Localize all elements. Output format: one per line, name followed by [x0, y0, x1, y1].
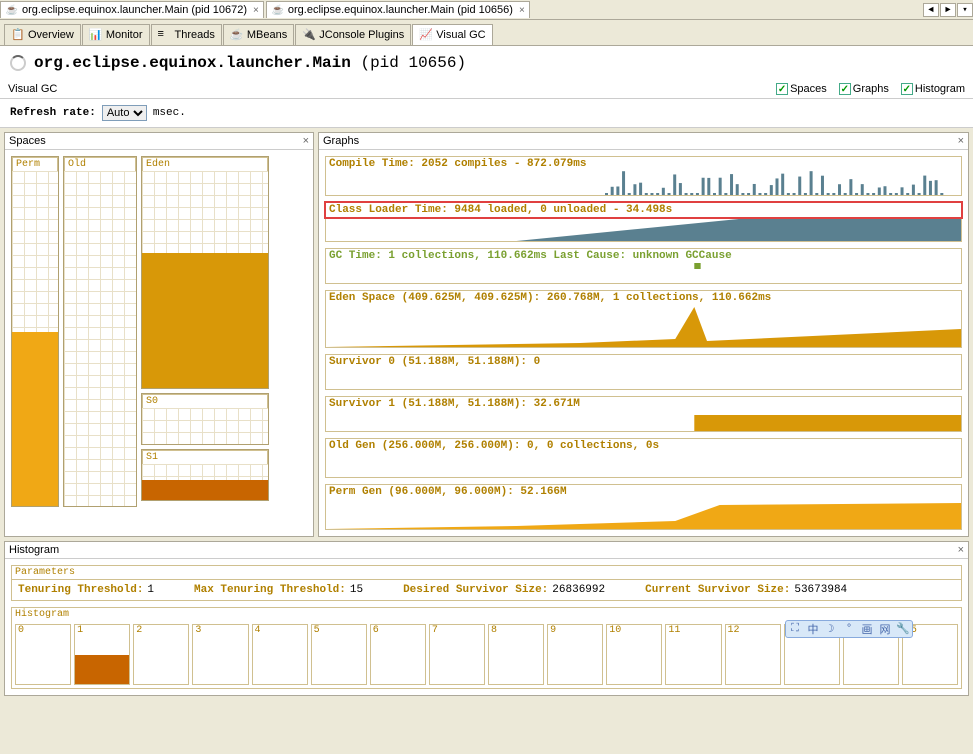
- hist-col-8: 8: [488, 624, 544, 685]
- mbeans-icon: ☕: [230, 28, 244, 42]
- graph-item: Class Loader Time: 9484 loaded, 0 unload…: [325, 202, 962, 242]
- nav-next-icon[interactable]: ►: [940, 3, 956, 17]
- graph-item: GC Time: 1 collections, 110.662ms Last C…: [325, 248, 962, 284]
- graph-item: Perm Gen (96.000M, 96.000M): 52.166M: [325, 484, 962, 530]
- nav-menu-icon[interactable]: ▾: [957, 3, 973, 17]
- histogram-panel: Histogram × Parameters Tenuring Threshold…: [4, 541, 969, 696]
- tool-icon[interactable]: ☽: [822, 621, 840, 637]
- float-toolbar: ⛶ 中 ☽ ° 画 网 🔧: [785, 620, 913, 638]
- checkbox-icon: ✓: [901, 83, 913, 95]
- close-icon[interactable]: ×: [303, 135, 309, 147]
- space-s1: S1: [141, 449, 269, 501]
- hist-col-9: 9: [547, 624, 603, 685]
- tool-icon[interactable]: ⛶: [786, 621, 804, 637]
- page-title: org.eclipse.equinox.launcher.Main (pid 1…: [34, 54, 466, 72]
- refresh-unit: msec.: [153, 107, 186, 119]
- tab-overview[interactable]: 📋Overview: [4, 24, 81, 45]
- space-eden: Eden: [141, 156, 269, 389]
- nav-prev-icon[interactable]: ◄: [923, 3, 939, 17]
- threads-icon: ≡: [158, 28, 172, 42]
- tab-jconsole[interactable]: 🔌JConsole Plugins: [295, 24, 411, 45]
- graph-item: Old Gen (256.000M, 256.000M): 0, 0 colle…: [325, 438, 962, 478]
- check-graphs[interactable]: ✓Graphs: [839, 83, 889, 95]
- spaces-title: Spaces: [9, 135, 46, 147]
- check-spaces[interactable]: ✓Spaces: [776, 83, 827, 95]
- close-icon[interactable]: ×: [519, 5, 525, 16]
- visual-gc-label: Visual GC: [8, 83, 57, 95]
- tab-visualgc[interactable]: 📈Visual GC: [412, 24, 492, 45]
- space-old: Old: [63, 156, 137, 507]
- options-row: Visual GC ✓Spaces ✓Graphs ✓Histogram: [0, 80, 973, 99]
- hist-col-0: 0: [15, 624, 71, 685]
- sub-tabs-bar: 📋Overview 📊Monitor ≡Threads ☕MBeans 🔌JCo…: [0, 20, 973, 46]
- graph-item: Survivor 0 (51.188M, 51.188M): 0: [325, 354, 962, 390]
- tab-threads[interactable]: ≡Threads: [151, 24, 222, 45]
- graphs-body: Compile Time: 2052 compiles - 872.079ms …: [319, 150, 968, 536]
- refresh-row: Refresh rate: Auto msec.: [0, 99, 973, 128]
- tool-icon[interactable]: °: [840, 621, 858, 637]
- jconsole-icon: 🔌: [302, 28, 316, 42]
- histogram-title: Histogram: [9, 544, 59, 556]
- tab-monitor[interactable]: 📊Monitor: [82, 24, 150, 45]
- graph-item: Compile Time: 2052 compiles - 872.079ms: [325, 156, 962, 196]
- params-title: Parameters: [12, 566, 961, 580]
- java-icon: ☕: [5, 3, 19, 17]
- hist-col-3: 3: [192, 624, 248, 685]
- tool-icon[interactable]: 🔧: [894, 621, 912, 637]
- close-icon[interactable]: ×: [958, 544, 964, 556]
- hist-col-10: 10: [606, 624, 662, 685]
- hist-col-5: 5: [311, 624, 367, 685]
- file-tab-label: org.eclipse.equinox.launcher.Main (pid 1…: [288, 4, 513, 16]
- spinner-icon: [10, 55, 26, 71]
- file-tab-label: org.eclipse.equinox.launcher.Main (pid 1…: [22, 4, 247, 16]
- check-histogram[interactable]: ✓Histogram: [901, 83, 965, 95]
- nav-arrows: ◄ ► ▾: [923, 3, 973, 17]
- hist-col-7: 7: [429, 624, 485, 685]
- hist-col-4: 4: [252, 624, 308, 685]
- tab-mbeans[interactable]: ☕MBeans: [223, 24, 294, 45]
- hist-col-1: 1: [74, 624, 130, 685]
- parameters-box: Parameters Tenuring Threshold:1 Max Tenu…: [11, 565, 962, 601]
- graph-item: Eden Space (409.625M, 409.625M): 260.768…: [325, 290, 962, 348]
- main-row: Spaces × Perm Old Eden S0 S1 Graphs × Comp…: [0, 128, 973, 541]
- graph-item: Survivor 1 (51.188M, 51.188M): 32.671M: [325, 396, 962, 432]
- java-icon: ☕: [271, 3, 285, 17]
- graphs-title: Graphs: [323, 135, 359, 147]
- hist-col-12: 12: [725, 624, 781, 685]
- space-s0: S0: [141, 393, 269, 445]
- refresh-select[interactable]: Auto: [102, 105, 147, 121]
- file-tab-0[interactable]: ☕ org.eclipse.equinox.launcher.Main (pid…: [0, 1, 264, 18]
- overview-icon: 📋: [11, 28, 25, 42]
- tool-icon[interactable]: 中: [804, 621, 822, 637]
- close-icon[interactable]: ×: [253, 5, 259, 16]
- checkbox-icon: ✓: [776, 83, 788, 95]
- title-bar: org.eclipse.equinox.launcher.Main (pid 1…: [0, 46, 973, 80]
- spaces-body: Perm Old Eden S0 S1: [5, 150, 313, 513]
- visualgc-icon: 📈: [419, 28, 433, 42]
- tool-icon[interactable]: 网: [876, 621, 894, 637]
- tool-icon[interactable]: 画: [858, 621, 876, 637]
- monitor-icon: 📊: [89, 28, 103, 42]
- space-perm: Perm: [11, 156, 59, 507]
- graphs-panel: Graphs × Compile Time: 2052 compiles - 87…: [318, 132, 969, 537]
- refresh-label: Refresh rate:: [10, 107, 96, 119]
- file-tab-1[interactable]: ☕ org.eclipse.equinox.launcher.Main (pid…: [266, 1, 530, 18]
- hist-col-11: 11: [665, 624, 721, 685]
- checkbox-icon: ✓: [839, 83, 851, 95]
- file-tabs-bar: ☕ org.eclipse.equinox.launcher.Main (pid…: [0, 0, 973, 20]
- hist-col-2: 2: [133, 624, 189, 685]
- spaces-panel: Spaces × Perm Old Eden S0 S1: [4, 132, 314, 537]
- hist-col-6: 6: [370, 624, 426, 685]
- close-icon[interactable]: ×: [958, 135, 964, 147]
